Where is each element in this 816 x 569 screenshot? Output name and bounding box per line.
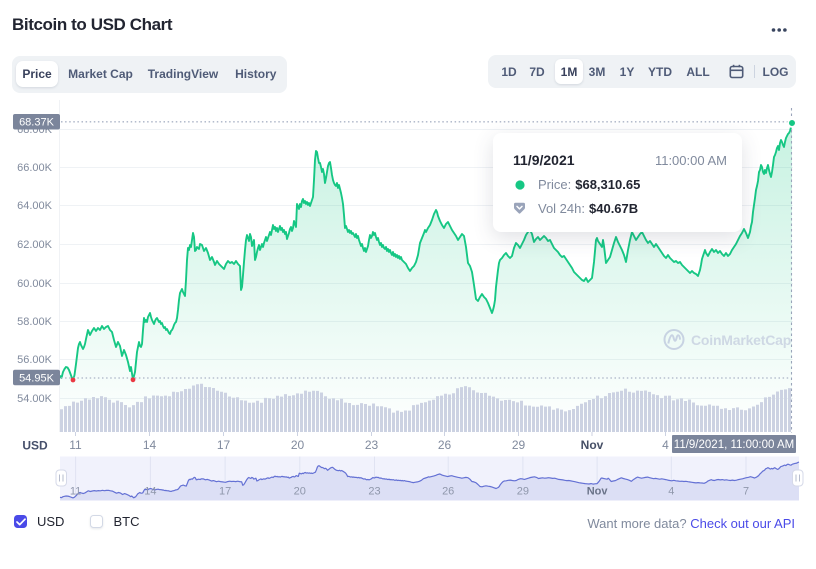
svg-text:66.00K: 66.00K [17, 162, 53, 174]
svg-text:14: 14 [143, 438, 157, 452]
svg-text:64.00K: 64.00K [17, 200, 53, 212]
svg-text:26: 26 [438, 438, 452, 452]
svg-text:4: 4 [662, 438, 669, 452]
svg-text:58.00K: 58.00K [17, 316, 53, 328]
svg-text:20: 20 [291, 438, 305, 452]
svg-text:23: 23 [368, 486, 380, 498]
svg-text:11: 11 [69, 438, 82, 452]
svg-text:CoinMarketCap: CoinMarketCap [691, 332, 791, 348]
svg-text:26: 26 [442, 486, 454, 498]
svg-text:Nov: Nov [581, 438, 604, 452]
svg-text:USD: USD [22, 439, 48, 453]
svg-text:17: 17 [217, 438, 231, 452]
svg-text:20: 20 [294, 486, 306, 498]
svg-text:14: 14 [144, 486, 156, 498]
svg-text:11/9/2021, 11:00:00 AM: 11/9/2021, 11:00:00 AM [674, 439, 794, 451]
svg-text:7: 7 [743, 486, 749, 498]
svg-text:54.00K: 54.00K [17, 393, 53, 405]
svg-text:60.00K: 60.00K [17, 278, 53, 290]
svg-text:4: 4 [668, 486, 674, 498]
svg-text:Nov: Nov [587, 486, 609, 498]
svg-text:56.00K: 56.00K [17, 354, 53, 366]
svg-text:62.00K: 62.00K [17, 239, 53, 251]
svg-text:17: 17 [219, 486, 231, 498]
svg-text:23: 23 [365, 438, 379, 452]
svg-text:54.95K: 54.95K [19, 372, 55, 384]
svg-text:11: 11 [70, 486, 81, 498]
svg-text:29: 29 [517, 486, 529, 498]
svg-text:68.37K: 68.37K [19, 117, 55, 129]
svg-text:29: 29 [512, 438, 526, 452]
